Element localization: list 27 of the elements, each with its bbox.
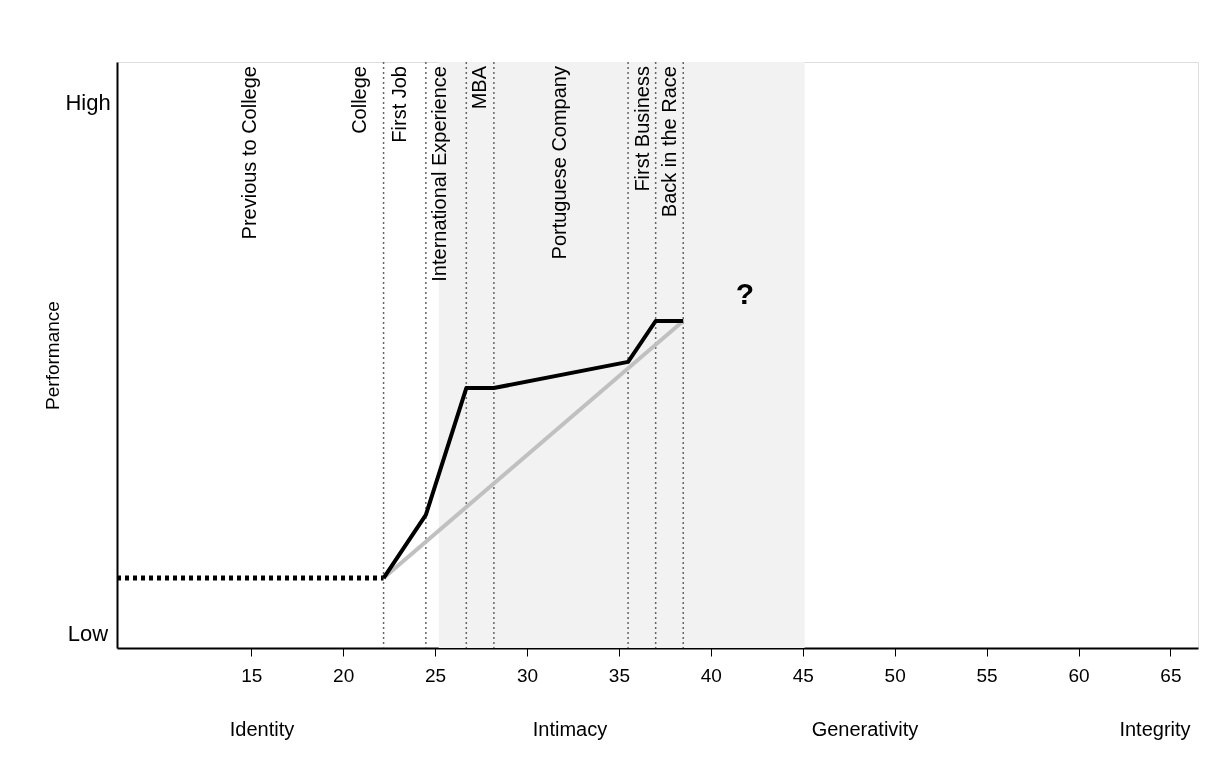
x-tick-label: 15 — [241, 664, 263, 686]
text: First Business — [631, 66, 653, 192]
text: Portuguese Company — [548, 66, 570, 260]
text: Intimacy — [532, 718, 608, 740]
x-tick-label: 45 — [792, 664, 814, 686]
x-tick-label: 55 — [976, 664, 998, 686]
x-tick-label: 35 — [608, 664, 630, 686]
text: MBA — [468, 65, 490, 110]
text: College — [348, 66, 370, 134]
x-tick-label: 20 — [333, 664, 355, 686]
x-tick-label: 30 — [516, 664, 539, 686]
text: ? — [735, 277, 755, 310]
text: Integrity — [1119, 718, 1191, 740]
text: Back in the Race — [658, 66, 680, 218]
y-axis-title: Performance — [41, 301, 63, 410]
x-tick-label: 40 — [700, 664, 722, 686]
text: First Job — [388, 66, 410, 143]
text: Low — [67, 621, 109, 646]
text: Identity — [229, 718, 295, 740]
x-tick-label: 50 — [884, 664, 906, 686]
text: International Experience — [428, 66, 450, 282]
text: Generativity — [811, 718, 919, 740]
x-tick-label: 25 — [424, 664, 447, 686]
x-tick-label: 60 — [1068, 664, 1090, 686]
x-tick-label: 65 — [1160, 664, 1182, 686]
text: High — [65, 90, 111, 115]
text: Previous to College — [238, 66, 260, 240]
